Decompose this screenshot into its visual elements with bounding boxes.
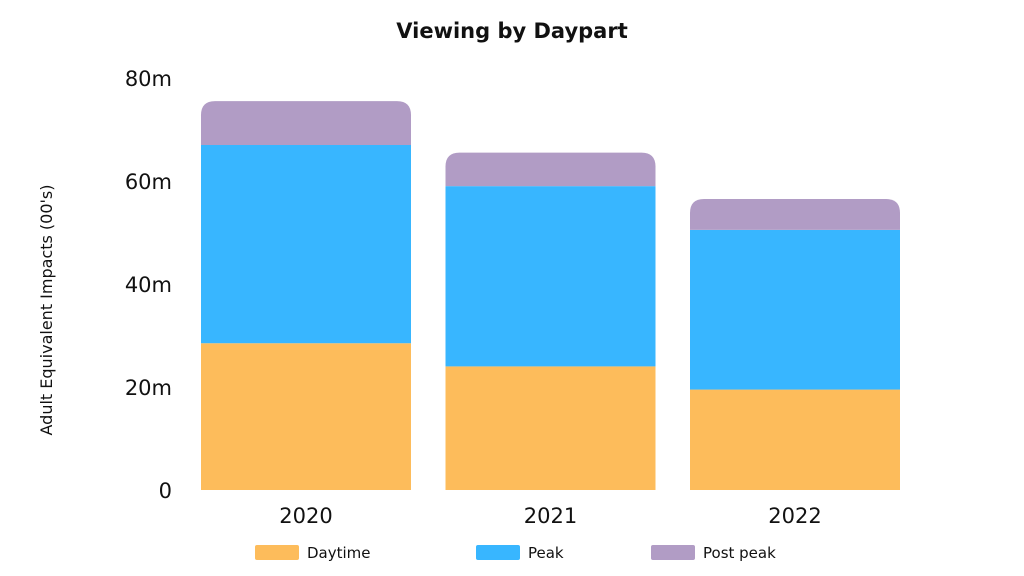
bars (201, 101, 900, 490)
legend-swatch-peak (476, 545, 520, 560)
bar-segment-post-peak-2022 (690, 199, 900, 230)
y-axis-label: Adult Equivalent Impacts (00's) (37, 184, 56, 435)
x-axis-ticks: 2020 2021 2022 (279, 504, 821, 528)
legend-label: Daytime (307, 544, 371, 562)
legend-swatch-post-peak (651, 545, 695, 560)
y-tick-label: 0 (159, 479, 172, 503)
bar-segment-post-peak-2021 (445, 152, 656, 187)
y-tick-label: 60m (125, 170, 172, 194)
bar-segment-daytime-2022 (690, 389, 900, 490)
y-tick-label: 80m (125, 67, 172, 91)
legend-label: Peak (528, 544, 564, 562)
x-tick-label: 2020 (279, 504, 332, 528)
bar-segment-peak-2021 (445, 186, 656, 367)
x-tick-label: 2021 (524, 504, 577, 528)
y-axis-ticks: 0 20m 40m 60m 80m (125, 67, 172, 503)
bar-segment-daytime-2021 (445, 366, 656, 490)
bar-segment-peak-2022 (690, 229, 900, 390)
x-tick-label: 2022 (768, 504, 821, 528)
chart-title: Viewing by Daypart (396, 19, 628, 43)
legend-swatch-daytime (255, 545, 299, 560)
bar-segment-daytime-2020 (201, 343, 411, 490)
legend: Daytime Peak Post peak (255, 544, 776, 562)
legend-label: Post peak (703, 544, 776, 562)
bar-segment-post-peak-2020 (201, 101, 411, 145)
y-tick-label: 40m (125, 273, 172, 297)
bar-segment-peak-2020 (201, 144, 411, 344)
y-tick-label: 20m (125, 376, 172, 400)
